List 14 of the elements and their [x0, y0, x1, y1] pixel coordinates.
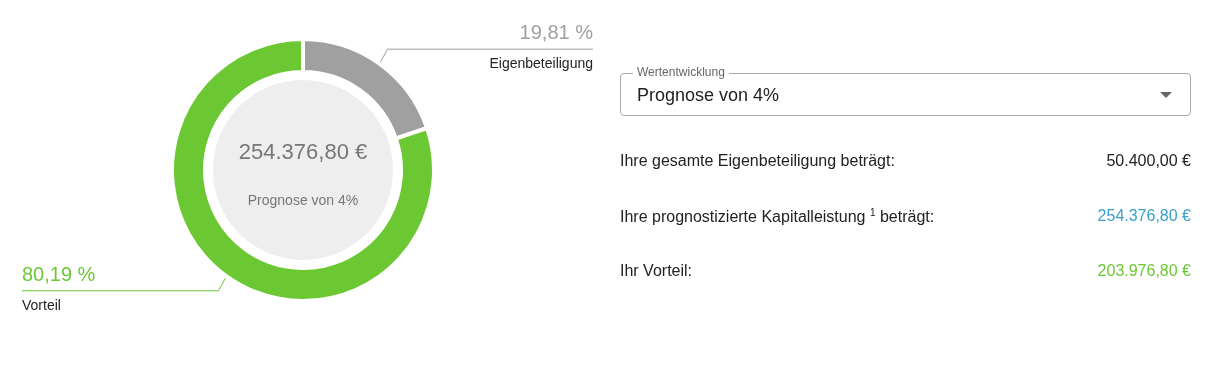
slice-label: Eigenbeteiligung — [489, 55, 593, 72]
data-label: 19,81 % — [519, 21, 594, 44]
data-label: 80,19 % — [22, 262, 96, 285]
text: Wertentwicklung — [633, 65, 729, 79]
text: Ihre prognostizierte Kapitalleistung $^{1}$ beträgt: — [620, 207, 935, 227]
text: Prognose von 4% — [637, 85, 780, 106]
text: 203.976,80 € — [1097, 262, 1191, 281]
text: 50.400,00 € — [1106, 152, 1191, 171]
text: Ihre gesamte Eigenbeteiligung beträgt: — [620, 152, 895, 171]
text: Ihr Vorteil: — [620, 262, 693, 281]
text: Prognose von 4% — [247, 192, 359, 208]
slice-label: Vorteil — [22, 296, 61, 313]
text: 254.376,80 € — [1097, 207, 1191, 226]
text: 254.376,80 € — [238, 139, 368, 164]
